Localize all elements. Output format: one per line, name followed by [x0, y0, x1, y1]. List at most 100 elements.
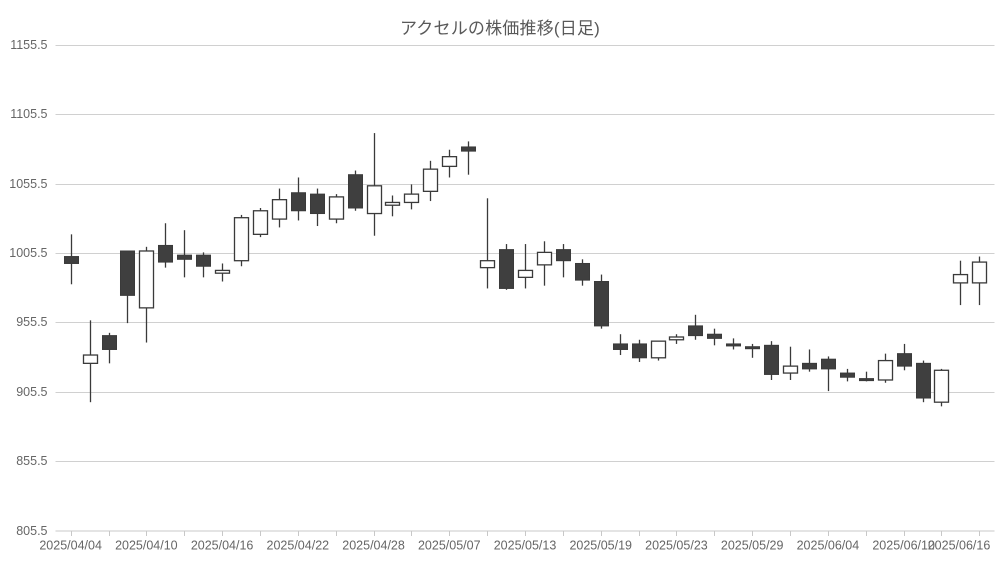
candle-body-bearish	[706, 333, 723, 339]
candle	[555, 244, 572, 278]
x-axis-tick-label: 2025/06/16	[928, 539, 991, 553]
candle	[915, 360, 932, 403]
candle-body-bearish	[309, 193, 326, 215]
candle	[782, 346, 799, 380]
candle-body-bearish	[744, 346, 761, 350]
candle	[593, 274, 610, 329]
candle	[63, 234, 80, 285]
candle	[933, 368, 950, 407]
candle-body-bearish	[101, 335, 118, 350]
candle	[858, 371, 875, 382]
candle	[119, 250, 136, 324]
candle	[687, 314, 704, 340]
candle	[328, 194, 345, 224]
candle	[744, 343, 761, 358]
candle-body-bearish	[631, 343, 648, 359]
candle-body-bearish	[119, 250, 136, 296]
candle	[309, 188, 326, 227]
candle-body-bullish	[82, 354, 99, 364]
y-axis-tick-label: 955.5	[16, 315, 47, 329]
candle-body-bearish	[896, 353, 913, 367]
candle	[138, 246, 155, 343]
candle	[195, 252, 212, 278]
candle-body-bullish	[971, 261, 988, 284]
candle-body-bearish	[687, 325, 704, 337]
y-axis-tick-label: 805.5	[16, 524, 47, 538]
candle	[706, 328, 723, 346]
candle-body-bullish	[214, 269, 231, 274]
x-axis-tick-label: 2025/05/19	[569, 539, 632, 553]
candle	[479, 198, 496, 289]
x-axis-tick-label: 2025/05/29	[721, 539, 784, 553]
candle-body-bullish	[252, 210, 269, 235]
candle-body-bullish	[271, 199, 288, 220]
candle-body-bullish	[782, 365, 799, 374]
candle-body-bullish	[384, 201, 401, 206]
candle	[668, 334, 685, 344]
candle	[877, 353, 894, 383]
candle	[820, 356, 837, 392]
candle	[157, 223, 174, 268]
candle-body-bearish	[763, 344, 780, 375]
candle	[612, 334, 629, 356]
candle-body-bearish	[195, 254, 212, 267]
candle-body-bearish	[347, 174, 364, 209]
candle	[536, 241, 553, 286]
candle-body-bullish	[233, 217, 250, 262]
candle-body-bullish	[441, 156, 458, 168]
x-axis-ticks: 2025/04/04 2025/04/10 2025/04/16 2025/04/22…	[39, 539, 990, 553]
candle-body-bearish	[176, 254, 193, 260]
chart-title: アクセルの株価推移(日足)	[399, 19, 601, 38]
candle-body-bullish	[422, 168, 439, 192]
x-axis-tick-label: 2025/04/16	[191, 539, 254, 553]
candle	[574, 259, 591, 286]
candle	[896, 343, 913, 371]
candle	[271, 188, 288, 228]
candle-body-bullish	[877, 359, 894, 381]
candle-body-bullish	[933, 369, 950, 403]
x-axis-tick-label: 2025/06/04	[797, 539, 860, 553]
candle	[650, 340, 667, 361]
candle	[176, 230, 193, 278]
x-axis-tick-label: 2025/05/13	[494, 539, 557, 553]
candle-body-bullish	[328, 196, 345, 220]
candle	[460, 141, 477, 175]
candle-body-bullish	[952, 273, 969, 284]
x-axis-tick-label: 2025/06/10	[872, 539, 935, 553]
candle-body-bullish	[403, 193, 420, 204]
candle	[214, 263, 231, 282]
candle	[763, 341, 780, 380]
candle	[517, 244, 534, 289]
x-axis-tick-label: 2025/04/22	[267, 539, 330, 553]
candle-body-bearish	[612, 343, 629, 350]
x-axis	[55, 530, 995, 536]
y-axis-tick-label: 1155.5	[10, 38, 47, 52]
y-axis-tick-label: 905.5	[16, 385, 47, 399]
candle-body-bearish	[820, 358, 837, 370]
candle	[403, 184, 420, 210]
y-axis-tick-label: 1055.5	[9, 177, 47, 191]
candle-body-bearish	[574, 262, 591, 281]
x-axis-tick-label: 2025/05/07	[418, 539, 481, 553]
candle-body-bearish	[801, 362, 818, 370]
candle	[82, 320, 99, 403]
candle	[366, 133, 383, 236]
candle-body-bearish	[555, 249, 572, 262]
y-axis-tick-label: 1005.5	[9, 246, 47, 260]
candle	[252, 207, 269, 238]
candle-body-bullish	[668, 336, 685, 341]
x-axis-tick-label: 2025/05/23	[645, 539, 708, 553]
candle-body-bearish	[157, 244, 174, 263]
candle	[384, 195, 401, 217]
candle-body-bearish	[498, 249, 515, 289]
candle-body-bullish	[650, 340, 667, 359]
candle-series	[63, 133, 988, 407]
candle	[725, 338, 742, 350]
candle-body-bullish	[479, 260, 496, 269]
candle	[441, 149, 458, 178]
candle-body-bearish	[858, 378, 875, 382]
candle-body-bearish	[915, 362, 932, 399]
candle	[952, 260, 969, 306]
candle-body-bullish	[138, 250, 155, 309]
